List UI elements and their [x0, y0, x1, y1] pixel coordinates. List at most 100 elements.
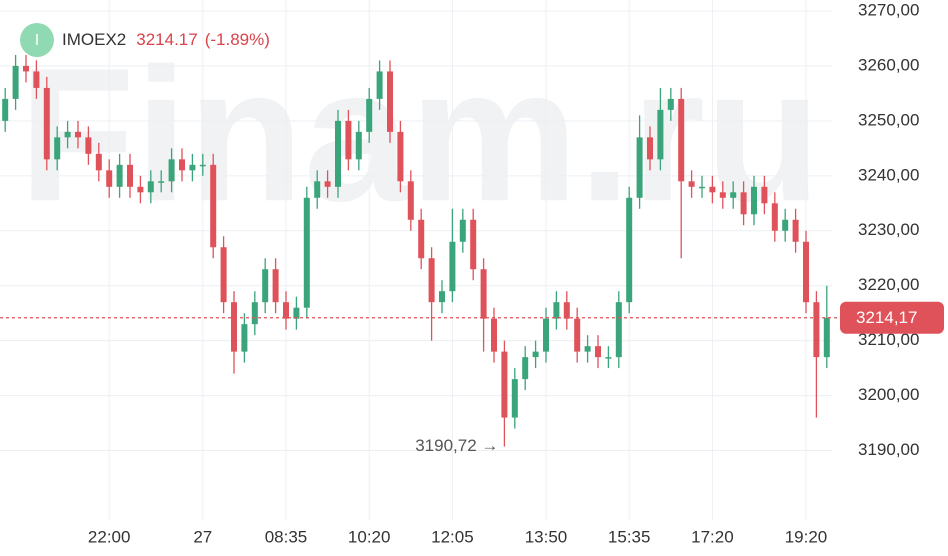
candle-body — [127, 164, 133, 187]
candle-body — [439, 291, 445, 303]
candle-body — [241, 324, 248, 352]
candle-body — [54, 137, 61, 160]
candle-body — [147, 181, 154, 193]
candle-body — [428, 258, 435, 303]
candle-body — [771, 203, 778, 231]
candle-body — [335, 120, 341, 187]
candle-body — [782, 219, 789, 231]
candle-body — [168, 159, 175, 182]
y-tick-label: 3220,00 — [858, 275, 919, 294]
change: (-1.89%) — [205, 30, 270, 49]
x-tick-label: 17:20 — [691, 527, 734, 546]
candle-body — [459, 219, 466, 242]
x-tick-label: 15:35 — [608, 527, 651, 546]
candle-body — [43, 87, 50, 160]
candle-body — [283, 302, 289, 319]
candle-body — [501, 351, 508, 418]
candle-body — [33, 71, 40, 88]
candle-body — [272, 269, 279, 303]
candle-body — [407, 181, 414, 220]
candle-body — [376, 71, 383, 99]
candle-body — [543, 318, 549, 352]
candle-body — [387, 71, 393, 132]
candle-body — [355, 131, 362, 160]
y-tick-label: 3240,00 — [858, 165, 919, 184]
candle-body — [345, 120, 352, 160]
y-tick-label: 3270,00 — [858, 0, 919, 19]
candle-body — [647, 137, 653, 160]
candle-body — [615, 302, 622, 358]
candle-body — [740, 192, 747, 215]
candle-body — [324, 181, 331, 187]
y-tick-label: 3260,00 — [858, 55, 919, 74]
candle-body — [823, 317, 830, 358]
x-tick-label: 10:20 — [348, 527, 391, 546]
candle-body — [657, 109, 664, 160]
x-tick-label: 27 — [193, 527, 212, 546]
candle-body — [480, 269, 487, 319]
candle-body — [751, 186, 757, 215]
candle-body — [231, 302, 237, 352]
candle-body — [511, 379, 518, 418]
candle-body — [314, 181, 321, 198]
ticker: IMOEX2 — [62, 30, 126, 49]
candle-body — [64, 131, 71, 138]
candle-body — [584, 346, 591, 352]
candle-body — [158, 181, 165, 183]
candle-body — [303, 197, 310, 308]
candle-body — [179, 159, 185, 171]
candle-body — [220, 247, 227, 303]
candle-body — [813, 302, 820, 358]
candle-body — [688, 181, 695, 187]
watermark: Finam.ru — [19, 29, 821, 241]
candle-body — [792, 219, 799, 242]
y-tick-label: 3230,00 — [858, 220, 919, 239]
candle-body — [532, 351, 539, 358]
min-annotation: 3190,72 → — [415, 436, 498, 455]
candle-body — [262, 269, 269, 303]
y-tick-label: 3210,00 — [858, 330, 919, 349]
candle-body — [397, 131, 404, 182]
candle-body — [449, 241, 456, 292]
candle-body — [491, 318, 497, 352]
candle-body — [709, 186, 716, 193]
candle-body — [719, 192, 726, 198]
ticker-badge-text: I — [35, 32, 39, 49]
candle-body — [210, 164, 217, 248]
candle-body — [95, 153, 102, 171]
y-tick-label: 3250,00 — [858, 110, 919, 129]
candle-body — [574, 318, 581, 352]
candle-body — [678, 98, 685, 182]
candle-body — [137, 186, 144, 193]
x-tick-label: 08:35 — [265, 527, 308, 546]
candle-body — [761, 186, 768, 204]
x-tick-label: 12:05 — [431, 527, 474, 546]
candle-body — [106, 170, 113, 187]
x-tick-label: 22:00 — [88, 527, 131, 546]
candle-body — [12, 65, 19, 99]
candle-body — [470, 219, 477, 270]
candle-body — [23, 65, 29, 72]
candle-body — [553, 302, 560, 319]
candle-body — [116, 164, 123, 187]
candle-body — [636, 137, 643, 198]
candle-body — [418, 219, 425, 259]
candle-body — [730, 192, 737, 198]
candle-body — [803, 241, 809, 303]
candle-body — [563, 302, 570, 319]
candle-body — [366, 98, 373, 132]
x-tick-label: 19:20 — [785, 527, 828, 546]
candle-body — [626, 197, 633, 303]
candle-body — [667, 98, 674, 110]
candle-body — [699, 186, 705, 189]
candle-body — [251, 302, 258, 325]
candle-body — [522, 357, 529, 380]
candle-body — [293, 307, 300, 319]
header: IMOEX2 3214.17 (-1.89%) — [62, 30, 270, 49]
candle-body — [199, 164, 206, 167]
candle-body — [75, 131, 81, 138]
candle-body — [605, 357, 612, 359]
y-tick-label: 3190,00 — [858, 440, 919, 459]
candle-body — [595, 346, 601, 358]
